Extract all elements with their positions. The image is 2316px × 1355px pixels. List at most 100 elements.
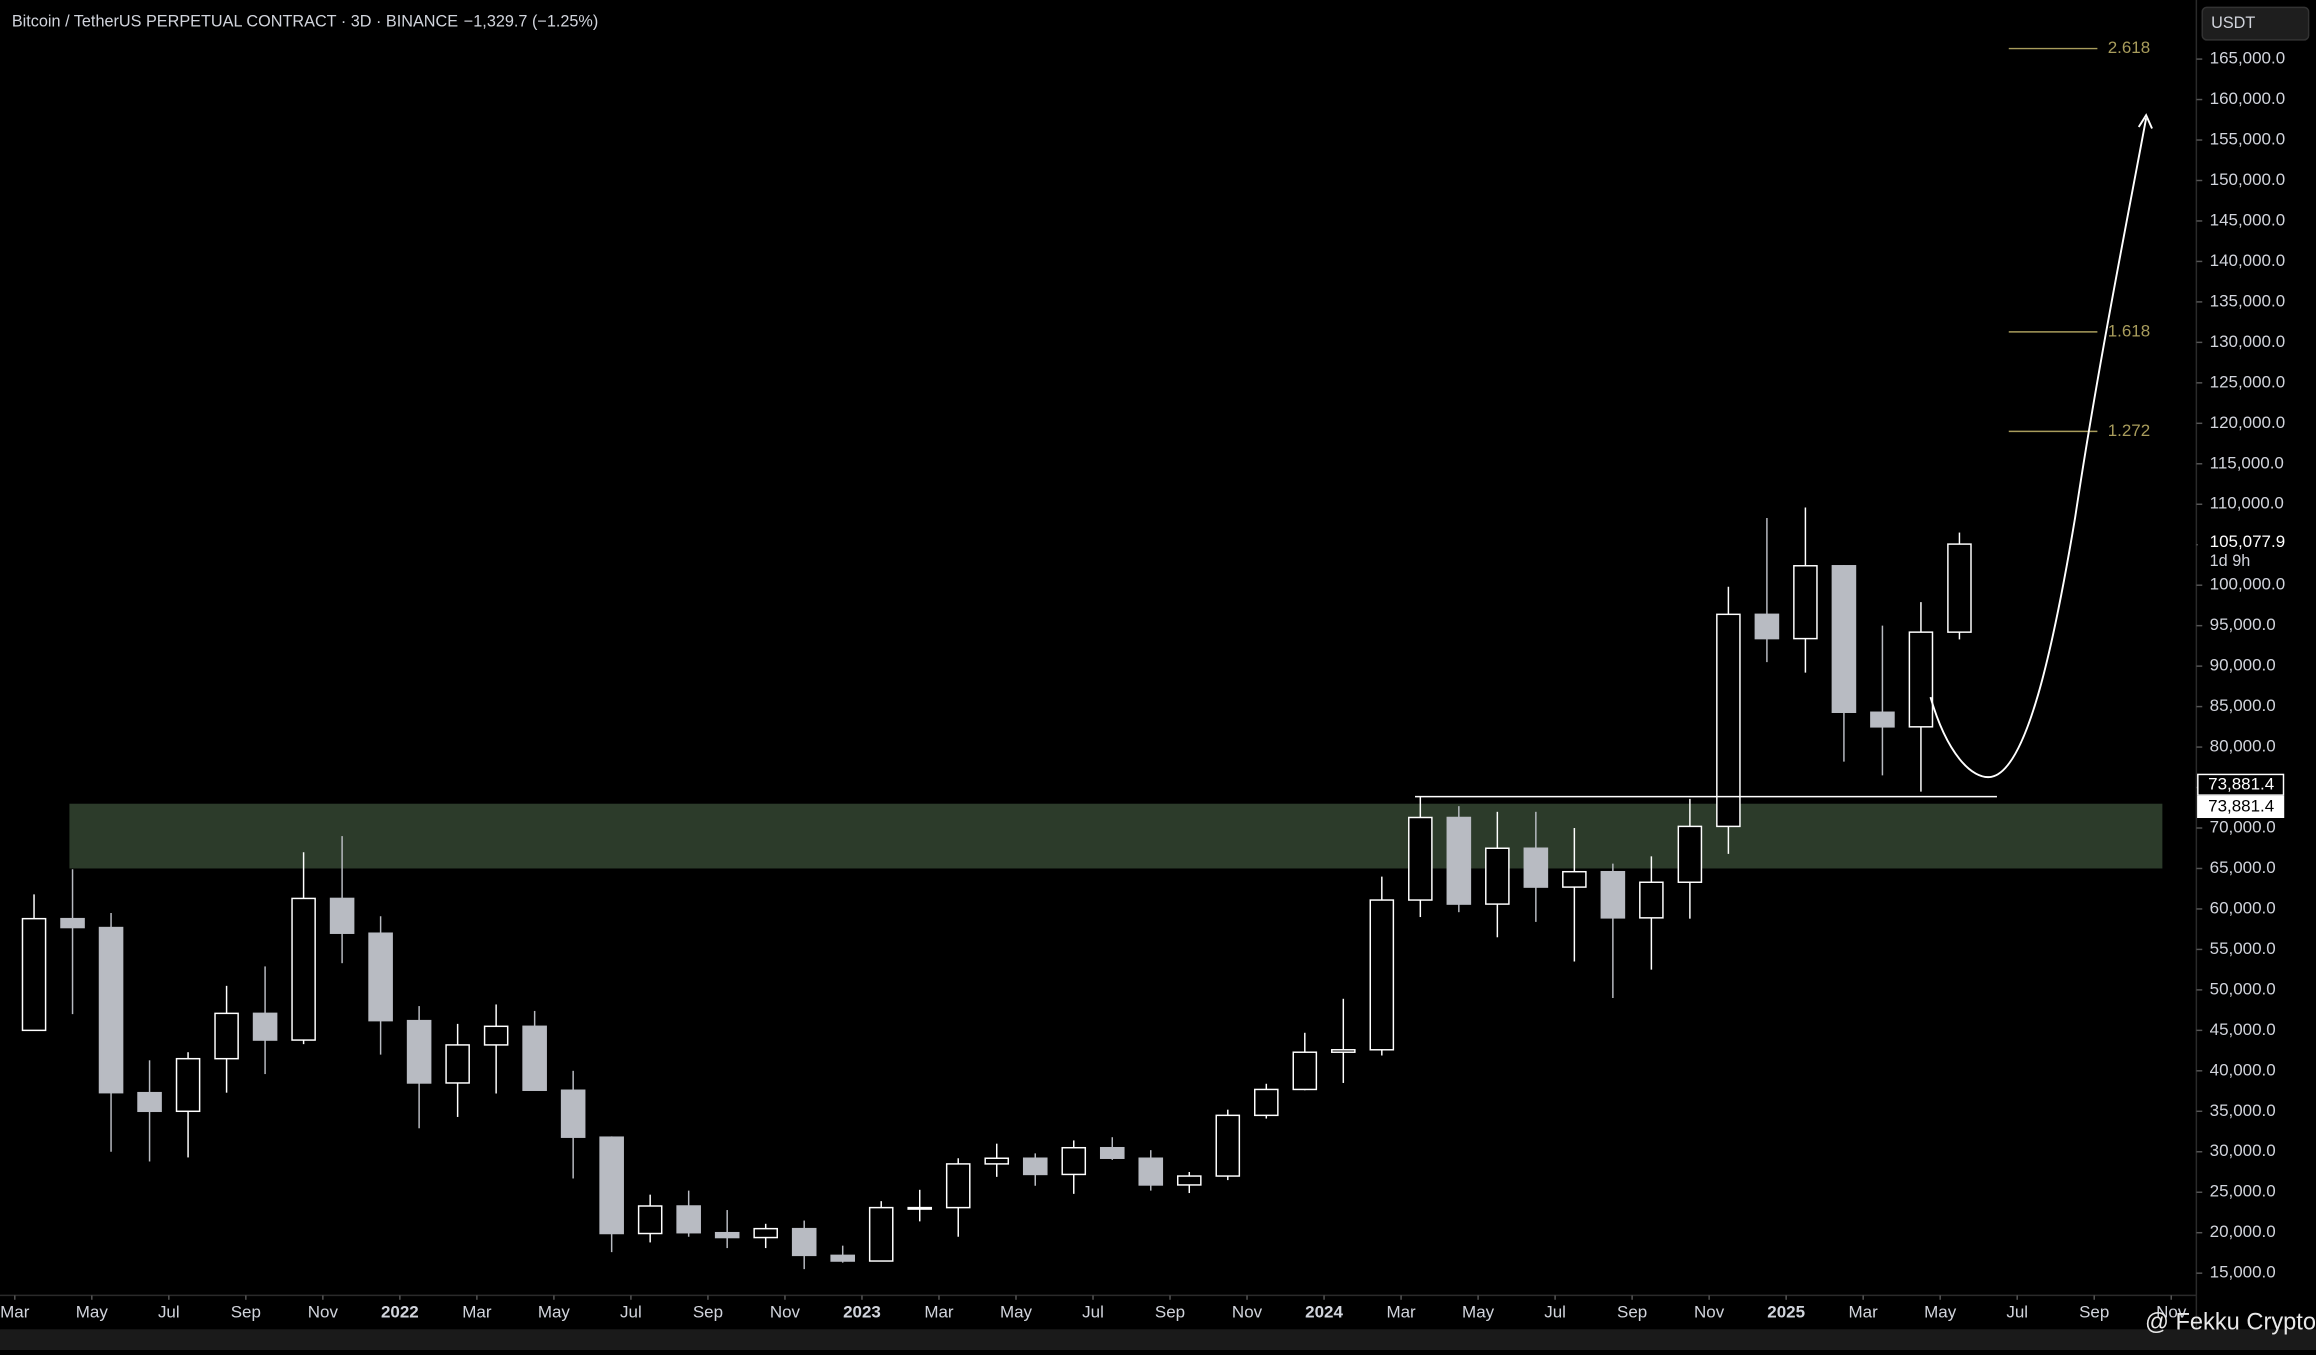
candle-body	[483, 1025, 509, 1046]
candle-body	[1292, 1051, 1318, 1091]
candle-body	[714, 1231, 740, 1239]
candle-body	[753, 1227, 778, 1239]
candle-body	[1215, 1114, 1241, 1177]
candle-body	[1485, 847, 1510, 905]
y-tick-label: 90,000.0	[2210, 656, 2276, 675]
x-tick-label: Nov	[770, 1303, 801, 1322]
x-tick-label: May	[76, 1303, 109, 1322]
candle-body	[21, 917, 47, 1032]
candle-body	[1369, 899, 1395, 1051]
chart-title: Bitcoin / TetherUS PERPETUAL CONTRACT · …	[12, 12, 458, 30]
level-price-label: 73,881.4	[2208, 796, 2274, 815]
support-zone	[69, 803, 2163, 869]
y-tick-label: 120,000.0	[2210, 413, 2286, 432]
candle-body	[1254, 1088, 1279, 1117]
candle-body	[1870, 711, 1895, 728]
y-tick-label: 50,000.0	[2210, 979, 2276, 998]
candle-body	[1022, 1157, 1048, 1176]
x-tick-label: Sep	[2079, 1303, 2109, 1322]
bottom-bar	[0, 1329, 2316, 1350]
fib-label: 1.272	[2108, 421, 2150, 440]
x-tick-label: 2023	[843, 1303, 881, 1322]
y-tick-label: 85,000.0	[2210, 696, 2276, 715]
candle-body	[522, 1025, 547, 1091]
x-tick-label: Nov	[2156, 1303, 2187, 1322]
y-tick-label: 135,000.0	[2210, 291, 2286, 310]
candle-body	[252, 1012, 278, 1041]
x-tick-label: Mar	[0, 1303, 30, 1322]
y-tick-label: 40,000.0	[2210, 1060, 2276, 1079]
y-tick-label: 80,000.0	[2210, 737, 2276, 756]
y-tick-label: 45,000.0	[2210, 1020, 2276, 1039]
candle-body	[676, 1205, 701, 1234]
x-tick-label: 2022	[381, 1303, 419, 1322]
candle-body	[791, 1227, 817, 1257]
x-tick-label: Mar	[924, 1303, 954, 1322]
x-tick-label: May	[538, 1303, 571, 1322]
y-tick-label: 130,000.0	[2210, 332, 2286, 351]
y-tick-label: 35,000.0	[2210, 1101, 2276, 1120]
x-tick-label: Sep	[1617, 1303, 1647, 1322]
candle-body	[1523, 847, 1549, 888]
candle-body	[1947, 543, 1972, 633]
x-tick-label: 2025	[1767, 1303, 1805, 1322]
x-tick-label: Mar	[1386, 1303, 1416, 1322]
last-price-label: 105,077.9	[2210, 532, 2286, 551]
y-tick-label: 115,000.0	[2210, 453, 2284, 472]
y-tick-label: 150,000.0	[2210, 170, 2286, 189]
candle-body	[1138, 1157, 1164, 1186]
x-tick-label: May	[1000, 1303, 1033, 1322]
currency-button[interactable]	[2201, 6, 2310, 41]
candle-body	[137, 1091, 162, 1113]
y-tick-label: 70,000.0	[2210, 817, 2276, 836]
x-tick-label: Nov	[1694, 1303, 1725, 1322]
x-tick-label: Sep	[231, 1303, 261, 1322]
last-price-box	[2197, 530, 2311, 576]
x-tick-label: Sep	[1155, 1303, 1185, 1322]
candle-body	[1908, 631, 1934, 728]
candle-body	[329, 897, 355, 934]
x-tick-label: Jul	[1544, 1303, 1566, 1322]
candle-body	[830, 1254, 855, 1262]
y-tick-label: 160,000.0	[2210, 89, 2286, 108]
candle-body	[445, 1044, 470, 1084]
y-tick-label: 155,000.0	[2210, 130, 2286, 149]
candle-body	[1562, 870, 1587, 888]
watermark: @ Fekku Crypto	[2145, 1310, 2316, 1336]
x-tick-label: Jul	[158, 1303, 180, 1322]
y-tick-label: 125,000.0	[2210, 372, 2286, 391]
x-tick-label: Jul	[2006, 1303, 2028, 1322]
y-tick-label: 100,000.0	[2210, 575, 2286, 594]
candle-body	[1099, 1146, 1125, 1159]
x-tick-label: Mar	[462, 1303, 492, 1322]
y-tick-label: 55,000.0	[2210, 939, 2276, 958]
y-tick-label: 20,000.0	[2210, 1222, 2276, 1241]
candle-body	[560, 1089, 586, 1138]
candle-body	[406, 1019, 432, 1084]
candle-body	[1677, 825, 1703, 883]
candle-body	[1639, 881, 1664, 919]
candle-body	[98, 926, 124, 1094]
candle-body	[599, 1136, 624, 1235]
y-tick-label: 15,000.0	[2210, 1263, 2276, 1282]
x-tick-label: Mar	[1849, 1303, 1879, 1322]
projection-curve	[1929, 117, 2148, 778]
projection-arrowhead	[2137, 113, 2153, 129]
candle-body	[1331, 1049, 1356, 1053]
currency-label: USDT	[2211, 14, 2255, 32]
x-tick-label: 2024	[1305, 1303, 1343, 1322]
candle-body	[1754, 613, 1780, 640]
x-tick-label: Jul	[1082, 1303, 1104, 1322]
level-price-box	[2197, 773, 2285, 796]
y-tick-label: 30,000.0	[2210, 1141, 2276, 1160]
x-tick-label: May	[1924, 1303, 1957, 1322]
candle-body	[368, 932, 393, 1022]
countdown-label: 1d 9h	[2210, 552, 2251, 570]
candle-body	[637, 1205, 663, 1235]
candle-body	[1600, 870, 1626, 919]
candle-body	[1061, 1146, 1087, 1176]
plot-area: 2.618 1.618 1.272	[21, 38, 2163, 1270]
